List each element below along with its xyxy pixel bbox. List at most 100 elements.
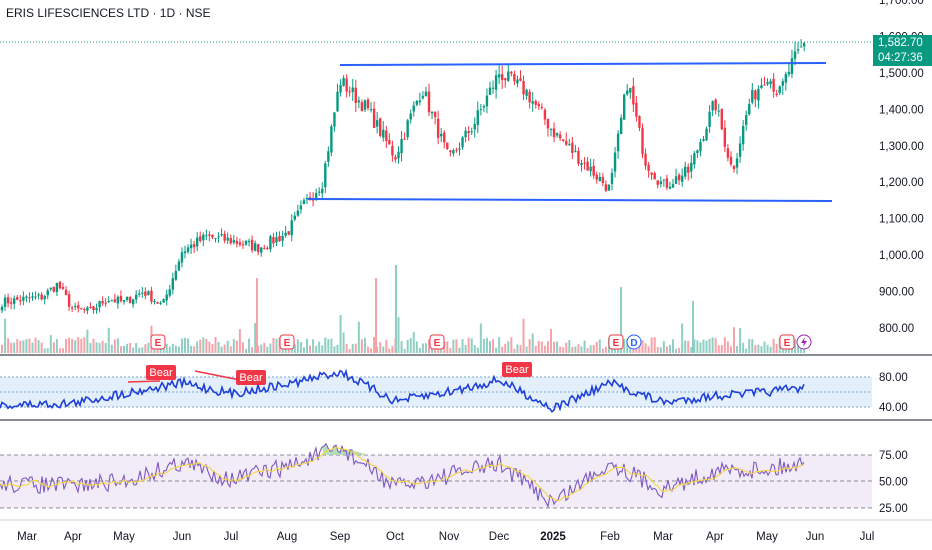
volume-bar <box>717 345 720 353</box>
resistance-trendline[interactable] <box>339 62 827 66</box>
volume-bar <box>95 342 98 353</box>
candle-body <box>501 74 504 81</box>
candle-body <box>391 145 394 156</box>
candle-body <box>336 91 339 112</box>
candle-body <box>77 305 80 309</box>
candle-body <box>516 79 519 84</box>
candle-body <box>485 95 489 107</box>
candle-body <box>647 164 650 171</box>
price-axis[interactable]: 1,700.001,600.001,500.001,400.001,300.00… <box>879 0 924 515</box>
volume-bar <box>135 343 138 353</box>
candle-body <box>616 133 620 152</box>
volume-bar <box>324 337 327 353</box>
candle-body <box>504 78 507 81</box>
volume-bar <box>449 348 452 353</box>
candle-body <box>446 142 449 149</box>
candle-body <box>40 294 43 300</box>
volume-bar <box>113 339 116 353</box>
candle-body <box>314 193 318 200</box>
volume-bar <box>184 337 186 353</box>
candle-body <box>16 297 19 300</box>
candle-body <box>125 296 129 300</box>
x-tick-label: Aug <box>277 531 297 543</box>
candle-body <box>644 153 647 166</box>
candle-body <box>720 108 723 130</box>
candle-body <box>290 220 293 236</box>
volume-bar <box>708 338 711 353</box>
volume-bar <box>595 341 598 353</box>
volume-bar <box>241 342 244 353</box>
indicator-1-layer: Bear Bear Bear <box>0 362 805 413</box>
volume-bar <box>623 339 626 353</box>
candle-body <box>790 58 794 74</box>
volume-bar <box>62 348 64 353</box>
volume-bar <box>635 345 638 353</box>
volume-bar <box>107 327 110 353</box>
candle-body <box>211 234 214 238</box>
volume-bar <box>742 342 745 353</box>
candle-body <box>531 101 534 104</box>
candle-body <box>412 105 415 112</box>
volume-bar <box>52 342 55 353</box>
time-axis[interactable]: Mar Apr May Jun Jul Aug Sep Oct Nov Dec 2025 Feb Mar… <box>17 531 874 543</box>
dividend-marker <box>626 334 642 350</box>
candle-body <box>784 73 788 83</box>
candle-body <box>738 143 742 157</box>
volume-bar <box>235 340 238 353</box>
volume-bar <box>34 337 37 353</box>
volume-bar <box>1 344 3 353</box>
candle-body <box>543 109 547 120</box>
candle-body <box>311 199 315 201</box>
candle-body <box>162 299 165 303</box>
candle-body <box>388 140 391 145</box>
candle-body <box>458 148 461 150</box>
volume-bar <box>513 348 516 353</box>
volume-bar <box>306 338 308 353</box>
volume-bar <box>400 341 403 353</box>
volume-bar <box>650 337 653 353</box>
volume-bar <box>662 341 665 353</box>
candle-body <box>257 244 260 253</box>
candle-body <box>751 89 754 103</box>
volume-bar <box>522 318 525 353</box>
volume-bar <box>266 346 269 353</box>
candle-body <box>327 151 330 162</box>
candle-body <box>339 85 342 93</box>
candle-body <box>153 301 156 303</box>
bar-countdown-badge: 04:27:36 <box>873 51 932 66</box>
candle-body <box>64 289 68 296</box>
volume-bar <box>446 341 449 353</box>
candle-body <box>443 132 446 143</box>
candle-body <box>330 126 333 153</box>
candle-body <box>601 176 605 184</box>
volume-bar <box>565 342 568 353</box>
candle-body <box>89 307 92 309</box>
candle-body <box>202 234 205 241</box>
candle-body <box>684 166 687 177</box>
support-trendline[interactable] <box>307 198 833 202</box>
volume-bar <box>653 337 656 353</box>
volume-bar <box>13 342 16 353</box>
candle-body <box>510 71 513 74</box>
volume-bar <box>790 346 793 353</box>
volume-bar <box>559 346 562 353</box>
candle-body <box>470 131 473 133</box>
volume-bar <box>202 337 205 353</box>
volume-bar <box>476 347 479 353</box>
candle-body <box>760 85 763 88</box>
volume-bar <box>482 338 485 353</box>
volume-bar <box>428 339 430 353</box>
candle-body <box>92 306 95 310</box>
candle-body <box>299 205 303 210</box>
candle-body <box>318 191 321 193</box>
candle-body <box>98 301 101 308</box>
candle-body <box>235 240 239 244</box>
volume-bar <box>531 333 534 353</box>
volume-bar <box>656 347 659 353</box>
candle-body <box>379 118 382 136</box>
volume-bar <box>739 327 742 353</box>
rsi-tick-label: 25.00 <box>879 503 908 515</box>
candle-body <box>565 140 568 145</box>
candle-body <box>80 308 83 310</box>
